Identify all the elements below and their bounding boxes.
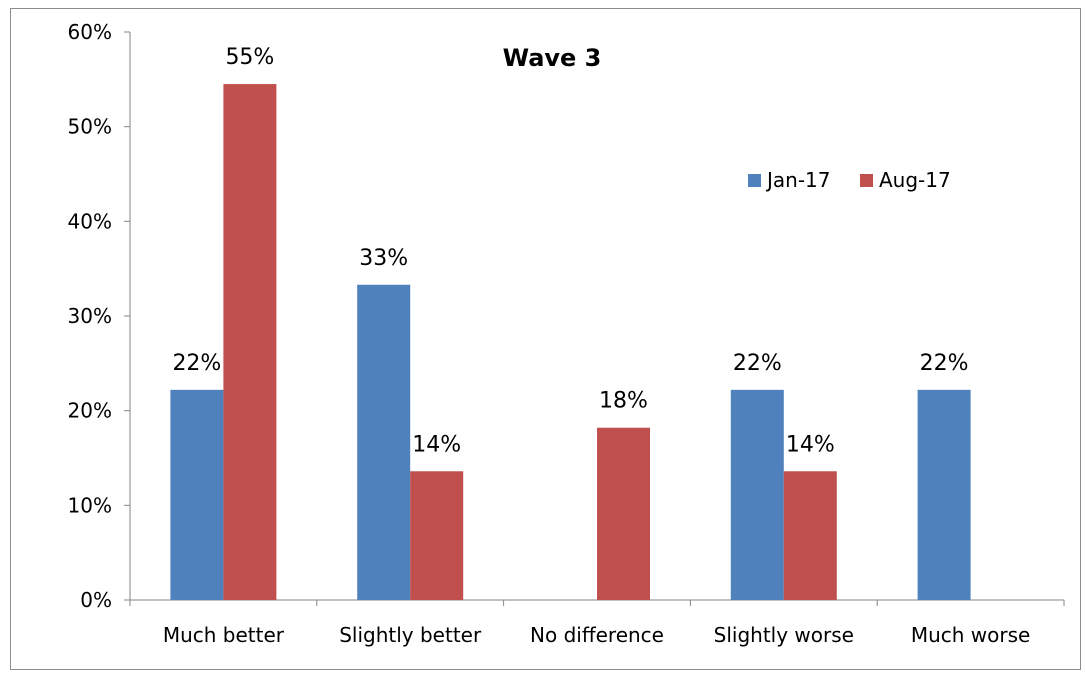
bar-aug-17 xyxy=(783,471,837,600)
data-label: 22% xyxy=(920,351,969,376)
y-tick-label: 20% xyxy=(68,399,112,423)
y-tick-label: 40% xyxy=(68,209,112,233)
data-label: 22% xyxy=(172,351,221,376)
chart-title: Wave 3 xyxy=(503,44,602,72)
data-label: 33% xyxy=(359,246,408,271)
legend-swatch-aug-17 xyxy=(860,174,873,187)
y-tick-label: 10% xyxy=(68,493,112,517)
y-tick-label: 60% xyxy=(68,20,112,44)
bar-jan-17 xyxy=(357,284,411,600)
y-tick-label: 50% xyxy=(68,115,112,139)
bar-aug-17 xyxy=(597,427,650,600)
data-label: 22% xyxy=(733,351,782,376)
data-label: 55% xyxy=(225,45,274,70)
x-tick-label: No difference xyxy=(530,623,664,647)
x-tick-label: Slightly worse xyxy=(714,623,854,647)
y-tick-label: 30% xyxy=(68,304,112,328)
bar-aug-17 xyxy=(223,84,277,601)
x-tick-label: Much worse xyxy=(911,623,1031,647)
data-label: 18% xyxy=(599,389,648,414)
x-tick-label: Slightly better xyxy=(339,623,482,647)
data-label: 14% xyxy=(412,432,461,457)
data-label: 14% xyxy=(786,432,835,457)
bar-aug-17 xyxy=(410,471,464,600)
y-tick-label: 0% xyxy=(80,588,112,612)
bar-jan-17 xyxy=(170,389,224,600)
legend-label: Jan-17 xyxy=(765,168,831,192)
legend-swatch-jan-17 xyxy=(748,174,761,187)
bar-jan-17 xyxy=(917,389,971,600)
x-tick-label: Much better xyxy=(163,623,285,647)
legend-label: Aug-17 xyxy=(879,168,951,192)
bar-jan-17 xyxy=(730,389,784,600)
